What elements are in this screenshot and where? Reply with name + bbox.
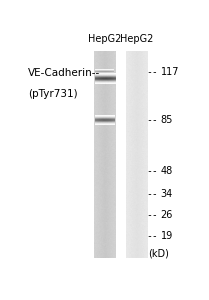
Text: --: -- (147, 231, 159, 241)
Text: HepG2: HepG2 (120, 34, 154, 44)
Text: 19: 19 (161, 231, 173, 241)
Text: 85: 85 (161, 115, 173, 125)
Text: 34: 34 (161, 189, 173, 199)
Text: HepG2: HepG2 (88, 34, 121, 44)
Text: --: -- (147, 189, 159, 199)
Text: --: -- (147, 67, 159, 77)
Text: (pTyr731): (pTyr731) (28, 89, 77, 99)
Text: --: -- (147, 210, 159, 220)
Text: --: -- (147, 166, 159, 176)
Text: --: -- (147, 115, 159, 125)
Text: VE-Cadherin--: VE-Cadherin-- (28, 68, 100, 78)
Text: 48: 48 (161, 166, 173, 176)
Text: (kD): (kD) (148, 248, 169, 258)
Text: 26: 26 (161, 210, 173, 220)
Text: 117: 117 (161, 67, 179, 77)
